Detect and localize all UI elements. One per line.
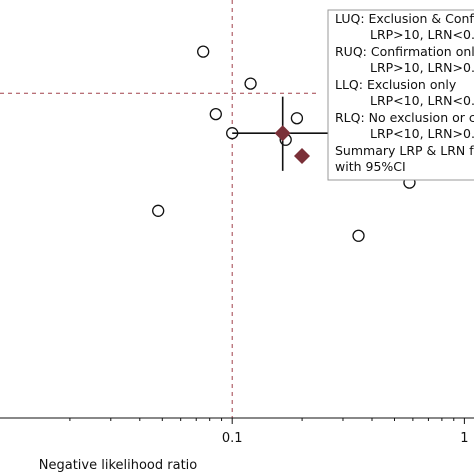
legend-entry-text: with 95%CI — [335, 159, 406, 174]
legend-entry-text: RUQ: Confirmation only — [335, 44, 474, 59]
legend-entry-text: Summary LRP & LRN fo — [335, 143, 474, 158]
study-point — [352, 229, 365, 242]
study-point — [290, 112, 304, 125]
legend-box — [327, 9, 474, 181]
legend-entry-text: LUQ: Exclusion & Confi — [335, 11, 474, 26]
study-point — [152, 204, 165, 217]
grid-layer — [0, 0, 318, 418]
legend-entry-text: LRP>10, LRN>0. — [370, 60, 474, 75]
legend-entry-text: LLQ: Exclusion only — [335, 77, 457, 92]
axes-layer: 0.1 1 — [0, 417, 474, 446]
x-tick-label: 0.1 — [222, 431, 243, 446]
x-tick-label: 1 — [460, 431, 468, 446]
legend-entry-text: LRP>10, LRN<0. — [370, 27, 474, 42]
legend-entry-text: RLQ: No exclusion or c — [335, 110, 474, 125]
summary-diamond — [274, 125, 291, 142]
x-axis-label: Negative likelihood ratio — [39, 458, 198, 473]
study-point — [197, 45, 210, 58]
study-point — [209, 107, 222, 121]
legend-diamond-marker — [294, 148, 310, 164]
legend-entry-text: LRP<10, LRN>0. — [370, 126, 474, 141]
legend-entry-text: LRP<10, LRN<0. — [370, 93, 474, 108]
study-point — [244, 77, 257, 90]
